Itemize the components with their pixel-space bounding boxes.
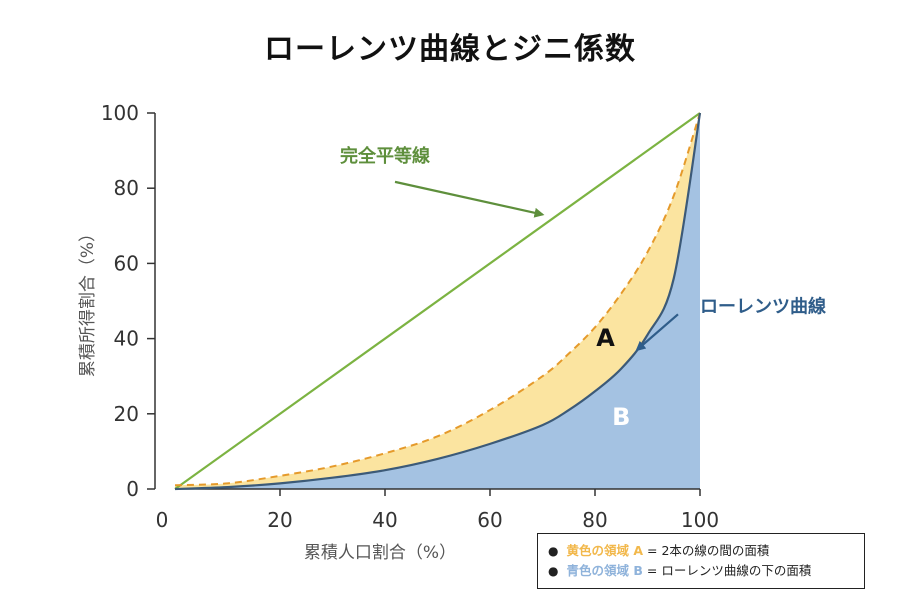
y-axis-label: 累積所得割合（%） <box>78 225 98 377</box>
legend-highlight-b: 青色の領域 B <box>566 563 643 578</box>
legend-item-b: ● 青色の領域 B = ローレンツ曲線の下の面積 <box>548 561 854 581</box>
annotation-arrow <box>394 180 545 218</box>
area-a <box>175 113 700 489</box>
y-tick-label: 80 <box>114 176 139 200</box>
region-label-a: A <box>596 324 615 352</box>
annotation-label: ローレンツ曲線 <box>700 295 826 317</box>
x-tick-label: 0 <box>156 508 169 532</box>
bullet-icon: ● <box>548 544 559 558</box>
bullet-icon: ● <box>548 564 559 578</box>
y-tick-label: 60 <box>114 251 139 275</box>
x-tick-label: 60 <box>477 508 502 532</box>
region-label-b: B <box>612 403 630 431</box>
equality-line <box>174 112 701 490</box>
annotation-label: 完全平等線 <box>340 145 430 167</box>
x-tick-label: 40 <box>372 508 397 532</box>
page-title: ローレンツ曲線とジニ係数 <box>264 32 636 67</box>
y-tick-label: 0 <box>126 477 139 501</box>
x-axis-label: 累積人口割合（%） <box>304 543 456 563</box>
area-b <box>175 113 700 489</box>
x-tick-label: 80 <box>582 508 607 532</box>
dashed-curve <box>174 112 701 487</box>
legend-box: ● 黄色の領域 A = 2本の線の間の面積 ● 青色の領域 B = ローレンツ曲… <box>537 533 865 589</box>
lorenz-curve <box>174 112 702 491</box>
y-tick-label: 20 <box>114 402 139 426</box>
annotation-arrow <box>635 313 679 352</box>
legend-text-a: = 2本の線の間の面積 <box>647 543 770 558</box>
x-tick-label: 20 <box>267 508 292 532</box>
y-tick-label: 40 <box>114 327 139 351</box>
y-tick-label: 100 <box>101 101 139 125</box>
x-tick-label: 100 <box>681 508 719 532</box>
legend-item-a: ● 黄色の領域 A = 2本の線の間の面積 <box>548 541 854 561</box>
legend-highlight-a: 黄色の領域 A <box>566 543 644 558</box>
legend-text-b: = ローレンツ曲線の下の面積 <box>646 563 812 578</box>
